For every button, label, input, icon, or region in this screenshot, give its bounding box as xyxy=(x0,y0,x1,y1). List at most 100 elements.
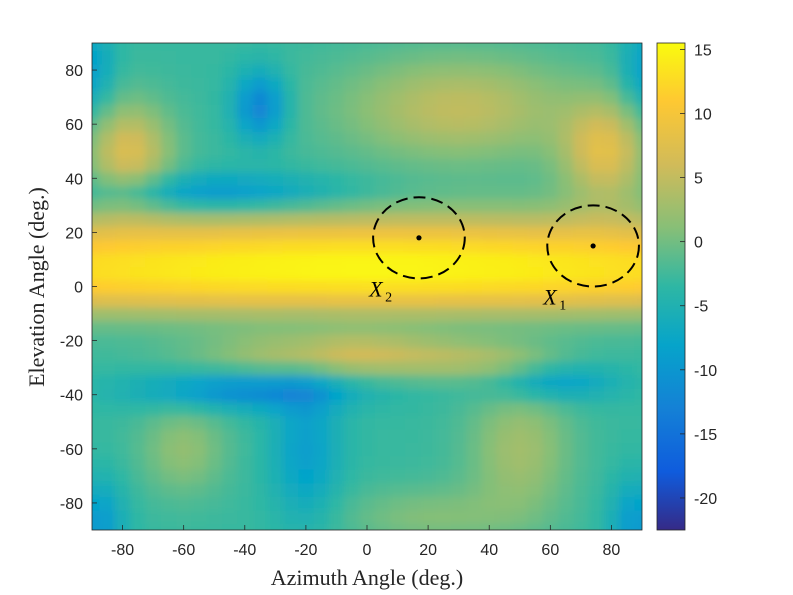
heatmap-cell xyxy=(603,239,620,254)
heatmap-cell xyxy=(359,63,376,78)
heatmap-cell xyxy=(221,428,238,443)
heatmap-cell xyxy=(191,279,208,295)
heatmap-cell xyxy=(374,225,391,240)
heatmap-cell xyxy=(634,252,642,268)
heatmap-cell xyxy=(298,360,315,376)
heatmap-cell xyxy=(420,252,437,268)
heatmap-cell xyxy=(221,90,238,105)
heatmap-cell xyxy=(145,509,162,525)
heatmap-cell xyxy=(435,482,452,497)
heatmap-cell xyxy=(84,537,100,551)
heatmap-cell xyxy=(588,90,605,105)
heatmap-cell xyxy=(588,496,605,511)
heatmap-cell xyxy=(512,171,529,186)
heatmap-cell xyxy=(435,157,452,173)
heatmap-cell xyxy=(542,117,559,132)
x-axis: -80 -60 -40 -20 0 20 40 60 80 xyxy=(111,525,620,559)
heatmap-cell xyxy=(405,185,422,200)
heatmap-cell xyxy=(435,90,452,105)
heatmap-cell xyxy=(619,469,636,484)
heatmap-cell xyxy=(298,496,315,511)
heatmap-cell xyxy=(160,523,177,530)
heatmap-cell xyxy=(405,401,422,416)
heatmap-cell xyxy=(99,496,116,511)
heatmap-cell xyxy=(344,401,361,416)
heatmap-cell xyxy=(160,320,177,335)
heatmap-cell xyxy=(542,43,559,51)
heatmap-cell xyxy=(405,509,422,525)
heatmap-cell xyxy=(313,43,330,51)
heatmap-cell xyxy=(619,252,636,268)
heatmap-cell xyxy=(160,198,177,213)
heatmap-cell xyxy=(435,455,452,470)
y-tick-label: 20 xyxy=(65,225,83,242)
heatmap-cell xyxy=(481,90,498,105)
colorbar-ticks: 15 10 5 0 -5 -10 -15 -20 xyxy=(680,42,717,508)
heatmap-cell xyxy=(619,225,636,240)
heatmap-cell xyxy=(496,415,513,430)
heatmap-cell xyxy=(313,401,330,416)
heatmap-cell xyxy=(313,239,330,254)
colorbar-tick-label: 0 xyxy=(694,235,703,252)
heatmap-cell xyxy=(496,293,513,308)
heatmap-cell xyxy=(99,144,116,159)
heatmap-cell xyxy=(130,347,147,362)
heatmap-cell xyxy=(496,333,513,349)
heatmap-cell xyxy=(282,49,300,65)
heatmap-cell xyxy=(282,63,300,78)
heatmap-cell xyxy=(252,360,269,376)
heatmap-cell xyxy=(634,49,642,65)
heatmap-cell xyxy=(389,482,406,497)
heatmap-cell xyxy=(481,455,498,470)
heatmap-cell xyxy=(130,198,147,213)
heatmap-cell xyxy=(176,49,193,65)
heatmap-cell xyxy=(496,347,513,362)
heatmap-cell xyxy=(344,482,361,497)
heatmap-cell xyxy=(160,347,177,362)
heatmap-cell xyxy=(176,23,192,37)
heatmap-cell xyxy=(160,266,177,281)
heatmap-cell xyxy=(344,496,361,511)
heatmap-cell xyxy=(145,360,162,376)
heatmap-cell xyxy=(221,76,238,92)
heatmap-cell xyxy=(374,469,391,484)
heatmap-cell xyxy=(619,496,636,511)
heatmap-cell xyxy=(145,537,161,551)
heatmap-cell xyxy=(328,130,345,146)
heatmap-cell xyxy=(481,387,498,403)
heatmap-cell xyxy=(588,387,605,403)
heatmap-cell xyxy=(573,266,590,281)
heatmap-cell xyxy=(481,509,498,525)
heatmap-cell xyxy=(374,185,391,200)
heatmap-cell xyxy=(282,333,300,349)
heatmap-cell xyxy=(435,212,452,227)
heatmap-cell xyxy=(557,225,575,240)
heatmap-cell xyxy=(114,212,131,227)
heatmap-cell xyxy=(496,198,513,213)
heatmap-cell xyxy=(176,387,193,403)
heatmap-cell xyxy=(359,144,376,159)
heatmap-cell xyxy=(359,130,376,146)
heatmap-cell xyxy=(588,225,605,240)
heatmap-cell xyxy=(313,252,330,268)
heatmap-cell xyxy=(328,374,345,389)
heatmap-cell xyxy=(542,306,559,322)
heatmap-cell xyxy=(435,469,452,484)
heatmap-cell xyxy=(359,23,375,37)
heatmap-cell xyxy=(328,306,345,322)
heatmap-cell xyxy=(557,482,575,497)
y-tick-label: -40 xyxy=(60,388,83,405)
heatmap-cell xyxy=(267,333,284,349)
heatmap-cell xyxy=(99,387,116,403)
heatmap-cell xyxy=(634,90,642,105)
heatmap-cell xyxy=(588,157,605,173)
heatmap-cell xyxy=(191,23,207,37)
heatmap-cell xyxy=(558,23,574,37)
heatmap-cell xyxy=(374,266,391,281)
heatmap-cell xyxy=(298,482,315,497)
heatmap-cell xyxy=(99,509,116,525)
heatmap-cell xyxy=(130,401,147,416)
heatmap-cell xyxy=(69,23,85,37)
heatmap-cell xyxy=(374,523,391,530)
heatmap-cell xyxy=(298,43,315,51)
